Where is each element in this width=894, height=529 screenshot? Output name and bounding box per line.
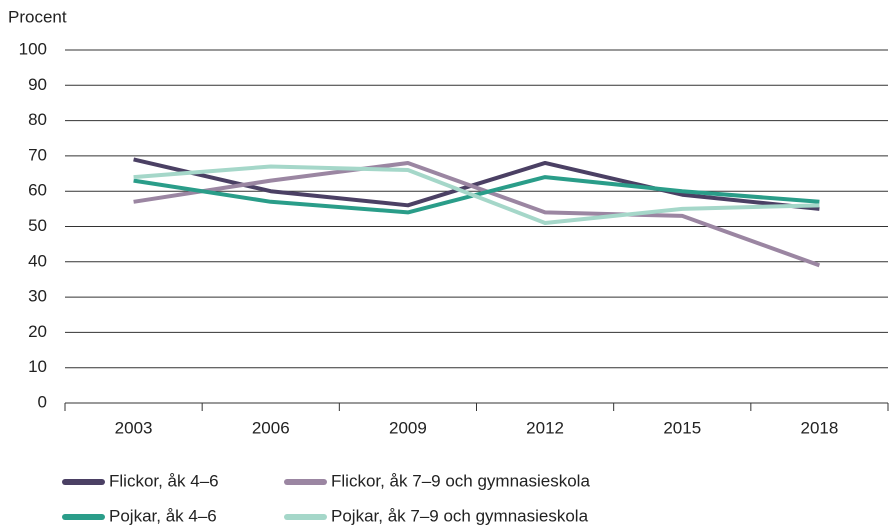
series-line <box>133 164 820 225</box>
x-tick-label: 2003 <box>115 418 153 437</box>
y-tick-label: 70 <box>28 145 47 164</box>
x-tick-label: 2012 <box>526 418 564 437</box>
x-tick-label: 2009 <box>389 418 427 437</box>
x-tick-label: 2006 <box>252 418 290 437</box>
y-tick-label: 80 <box>28 110 47 129</box>
legend-label: Flickor, åk 7–9 och gymnasieskola <box>331 471 590 490</box>
legend-label: Flickor, åk 4–6 <box>109 471 219 490</box>
y-tick-label: 20 <box>28 322 47 341</box>
legend-label: Pojkar, åk 7–9 och gymnasieskola <box>331 506 589 525</box>
y-tick-label: 100 <box>19 39 47 58</box>
y-tick-label: 30 <box>28 287 47 306</box>
y-tick-label: 50 <box>28 216 47 235</box>
y-tick-label: 90 <box>28 75 47 94</box>
series-line <box>133 160 821 268</box>
x-tick-label: 2018 <box>801 418 839 437</box>
y-tick-label: 40 <box>28 251 47 270</box>
y-tick-label: 10 <box>28 357 47 376</box>
y-axis-label: Procent <box>8 7 67 26</box>
y-tick-label: 60 <box>28 181 47 200</box>
y-tick-label: 0 <box>38 392 47 411</box>
x-tick-label: 2015 <box>663 418 701 437</box>
legend-label: Pojkar, åk 4–6 <box>109 506 217 525</box>
